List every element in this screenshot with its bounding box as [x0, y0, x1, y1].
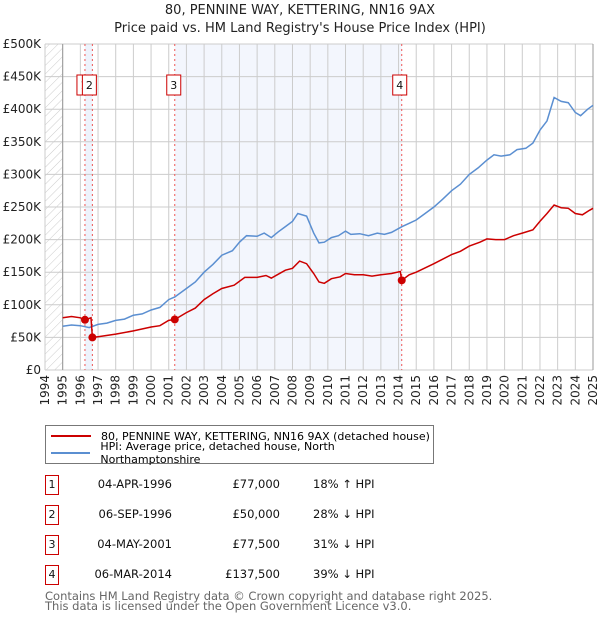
x-tick-label: 2005	[232, 375, 246, 406]
y-tick-label: £350K	[3, 135, 43, 149]
x-tick-label: 1997	[91, 375, 105, 406]
x-tick-label: 1998	[109, 375, 123, 406]
y-tick-label: £0	[26, 363, 41, 377]
x-tick-label: 2018	[462, 375, 476, 406]
y-tick-label: £500K	[3, 37, 43, 51]
x-tick-label: 2002	[179, 375, 193, 406]
legend: 80, PENNINE WAY, KETTERING, NN16 9AX (de…	[45, 425, 434, 466]
x-tick-label: 1999	[126, 375, 140, 406]
x-tick-label: 2019	[480, 375, 494, 406]
x-tick-label: 1995	[56, 375, 70, 406]
sale-date: 06-MAR-2014	[94, 567, 172, 581]
sale-point	[170, 315, 179, 324]
sale-label-number: 2	[86, 79, 93, 92]
x-tick-label: 2006	[250, 375, 264, 406]
sale-hpi: 28% ↓ HPI	[313, 507, 375, 521]
y-tick-label: £50K	[10, 330, 42, 344]
legend-item-property: 80, PENNINE WAY, KETTERING, NN16 9AX (de…	[46, 428, 430, 444]
x-tick-label: 2025	[586, 375, 600, 406]
legend-swatch-red	[51, 435, 91, 437]
y-tick-label: £400K	[3, 102, 43, 116]
x-tick-label: 2007	[268, 375, 282, 406]
sale-label-box	[392, 74, 408, 96]
x-tick-label: 2004	[215, 375, 229, 406]
x-tick-label: 2013	[374, 375, 388, 406]
sale-date: 06-SEP-1996	[98, 507, 172, 521]
hpi-line	[62, 96, 594, 329]
sale-label-number: 3	[170, 79, 177, 92]
sale-point	[397, 276, 406, 285]
price-chart: 1994 1995 1996 1997 1998 1999 2000 2001 2002 2003…	[3, 37, 600, 406]
sale-date: 04-MAY-2001	[97, 537, 172, 551]
x-tick-label: 2011	[339, 375, 353, 406]
footer-licence: This data is licensed under the Open Gov…	[45, 599, 412, 613]
sale-number: 3	[45, 535, 59, 555]
sale-point	[80, 315, 89, 324]
sale-number: 1	[45, 475, 59, 495]
property-price-line	[62, 204, 594, 339]
sale-hpi: 31% ↓ HPI	[313, 537, 375, 551]
legend-label: HPI: Average price, detached house, Nort…	[100, 440, 335, 466]
sale-label-box	[81, 74, 97, 96]
x-tick-label: 2022	[533, 375, 547, 406]
x-tick-label: 2020	[498, 375, 512, 406]
x-tick-label: 2012	[356, 375, 370, 406]
x-tick-label: 2017	[445, 375, 459, 406]
x-tick-label: 2003	[197, 375, 211, 406]
x-tick-label: 2015	[409, 375, 423, 406]
sale-point	[88, 333, 97, 342]
y-tick-label: £450K	[3, 70, 43, 84]
x-tick-label: 2001	[162, 375, 176, 406]
sale-price: £50,000	[232, 507, 280, 521]
legend-label: 80, PENNINE WAY, KETTERING, NN16 9AX (de…	[101, 429, 430, 443]
x-tick-label: 2009	[303, 375, 317, 406]
sale-hpi: 39% ↓ HPI	[313, 567, 375, 581]
sale-price: £77,500	[232, 537, 280, 551]
table-row: 1 04-APR-1996 £77,000 18% ↑ HPI	[45, 475, 600, 495]
x-tick-label: 2000	[144, 375, 158, 406]
chart-title: 80, PENNINE WAY, KETTERING, NN16 9AX	[164, 3, 436, 18]
y-tick-label: £100K	[3, 298, 43, 312]
x-tick-label: 2016	[427, 375, 441, 406]
y-tick-label: £300K	[3, 167, 43, 181]
sale-hpi: 18% ↑ HPI	[313, 477, 375, 491]
sale-price: £77,000	[232, 477, 280, 491]
sale-price: £137,500	[225, 567, 280, 581]
sale-number: 2	[45, 505, 59, 525]
legend-item-hpi: HPI: Average price, detached house, Nort…	[46, 440, 433, 466]
x-tick-label: 1996	[73, 375, 87, 406]
x-tick-label: 2021	[515, 375, 529, 406]
y-tick-label: £200K	[3, 233, 43, 247]
x-tick-label: 2024	[568, 375, 582, 406]
sale-label-box	[166, 74, 182, 96]
sale-date: 04-APR-1996	[97, 477, 172, 491]
y-tick-label: £250K	[3, 200, 43, 214]
x-tick-label: 1994	[38, 375, 52, 406]
x-tick-label: 2008	[285, 375, 299, 406]
sale-label-number: 4	[396, 79, 403, 92]
table-row: 2 06-SEP-1996 £50,000 28% ↓ HPI	[45, 505, 600, 525]
x-tick-label: 2014	[392, 375, 406, 406]
chart-subtitle: Price paid vs. HM Land Registry's House …	[114, 21, 486, 36]
table-row: 3 04-MAY-2001 £77,500 31% ↓ HPI	[45, 535, 600, 555]
sale-number: 4	[45, 565, 59, 585]
x-tick-label: 2023	[551, 375, 565, 406]
y-tick-label: £150K	[3, 265, 43, 279]
footer-copyright: Contains HM Land Registry data © Crown c…	[45, 589, 493, 603]
x-tick-label: 2010	[321, 375, 335, 406]
table-row: 4 06-MAR-2014 £137,500 39% ↓ HPI	[45, 565, 600, 585]
legend-swatch-blue	[51, 452, 91, 454]
